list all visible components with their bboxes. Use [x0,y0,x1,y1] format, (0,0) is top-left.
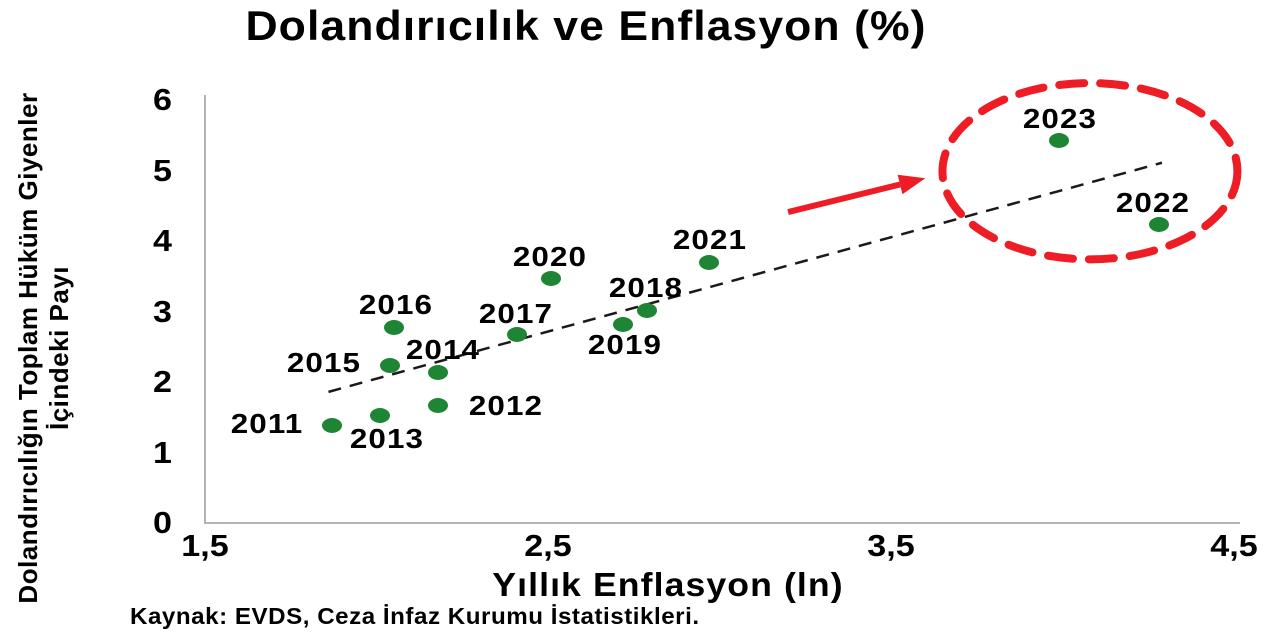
data-point-2018 [637,302,658,318]
data-point-2012 [428,398,449,414]
x-tick-label-3,5: 3,5 [867,528,915,563]
highlight-ellipse [938,79,1242,264]
y-tick-label-1: 1 [153,434,172,470]
arrow-shaft [787,181,901,216]
point-label-2020: 2020 [513,241,588,273]
data-point-2019 [613,317,634,333]
point-label-2012: 2012 [469,389,544,421]
x-tick-label-1,5: 1,5 [181,528,229,563]
x-axis-title: Yıllık Enflasyon (ln) [492,566,844,603]
point-label-2015: 2015 [287,347,362,379]
data-point-2021 [699,254,720,270]
y-tick-label-6: 6 [153,82,172,117]
point-label-2011: 2011 [230,407,304,439]
data-point-2011 [321,418,342,434]
data-point-2016 [383,320,404,336]
point-label-2013: 2013 [349,423,425,455]
point-label-2016: 2016 [358,288,433,320]
y-tick-label-2: 2 [153,364,172,399]
y-tick-label-4: 4 [153,223,172,258]
trend-line [328,161,1163,394]
x-axis-line [204,522,1240,524]
data-point-2017 [507,327,528,343]
point-label-2017: 2017 [478,297,554,329]
point-label-2022: 2022 [1115,187,1190,219]
data-point-2023 [1049,133,1070,149]
point-label-2014: 2014 [406,334,481,366]
y-tick-label-3: 3 [153,293,172,329]
point-label-2023: 2023 [1022,102,1098,134]
point-label-2019: 2019 [588,328,663,360]
y-tick-label-0: 0 [153,505,172,540]
point-label-2021: 2021 [673,224,748,256]
x-tick-label-2,5: 2,5 [524,528,572,563]
y-axis-line [204,95,206,524]
data-point-2014 [428,364,449,380]
data-point-2015 [380,357,401,373]
y-tick-label-5: 5 [153,152,172,188]
chart-title: Dolandırıcılık ve Enflasyon (%) [245,2,927,49]
data-point-2022 [1148,216,1169,232]
x-tick-label-4,5: 4,5 [1210,528,1258,563]
data-point-2020 [541,270,562,286]
source-note: Kaynak: EVDS, Ceza İnfaz Kurumu İstatist… [130,603,700,629]
data-point-2013 [369,407,390,423]
arrow-head-icon [897,174,926,195]
point-label-2018: 2018 [609,272,684,304]
